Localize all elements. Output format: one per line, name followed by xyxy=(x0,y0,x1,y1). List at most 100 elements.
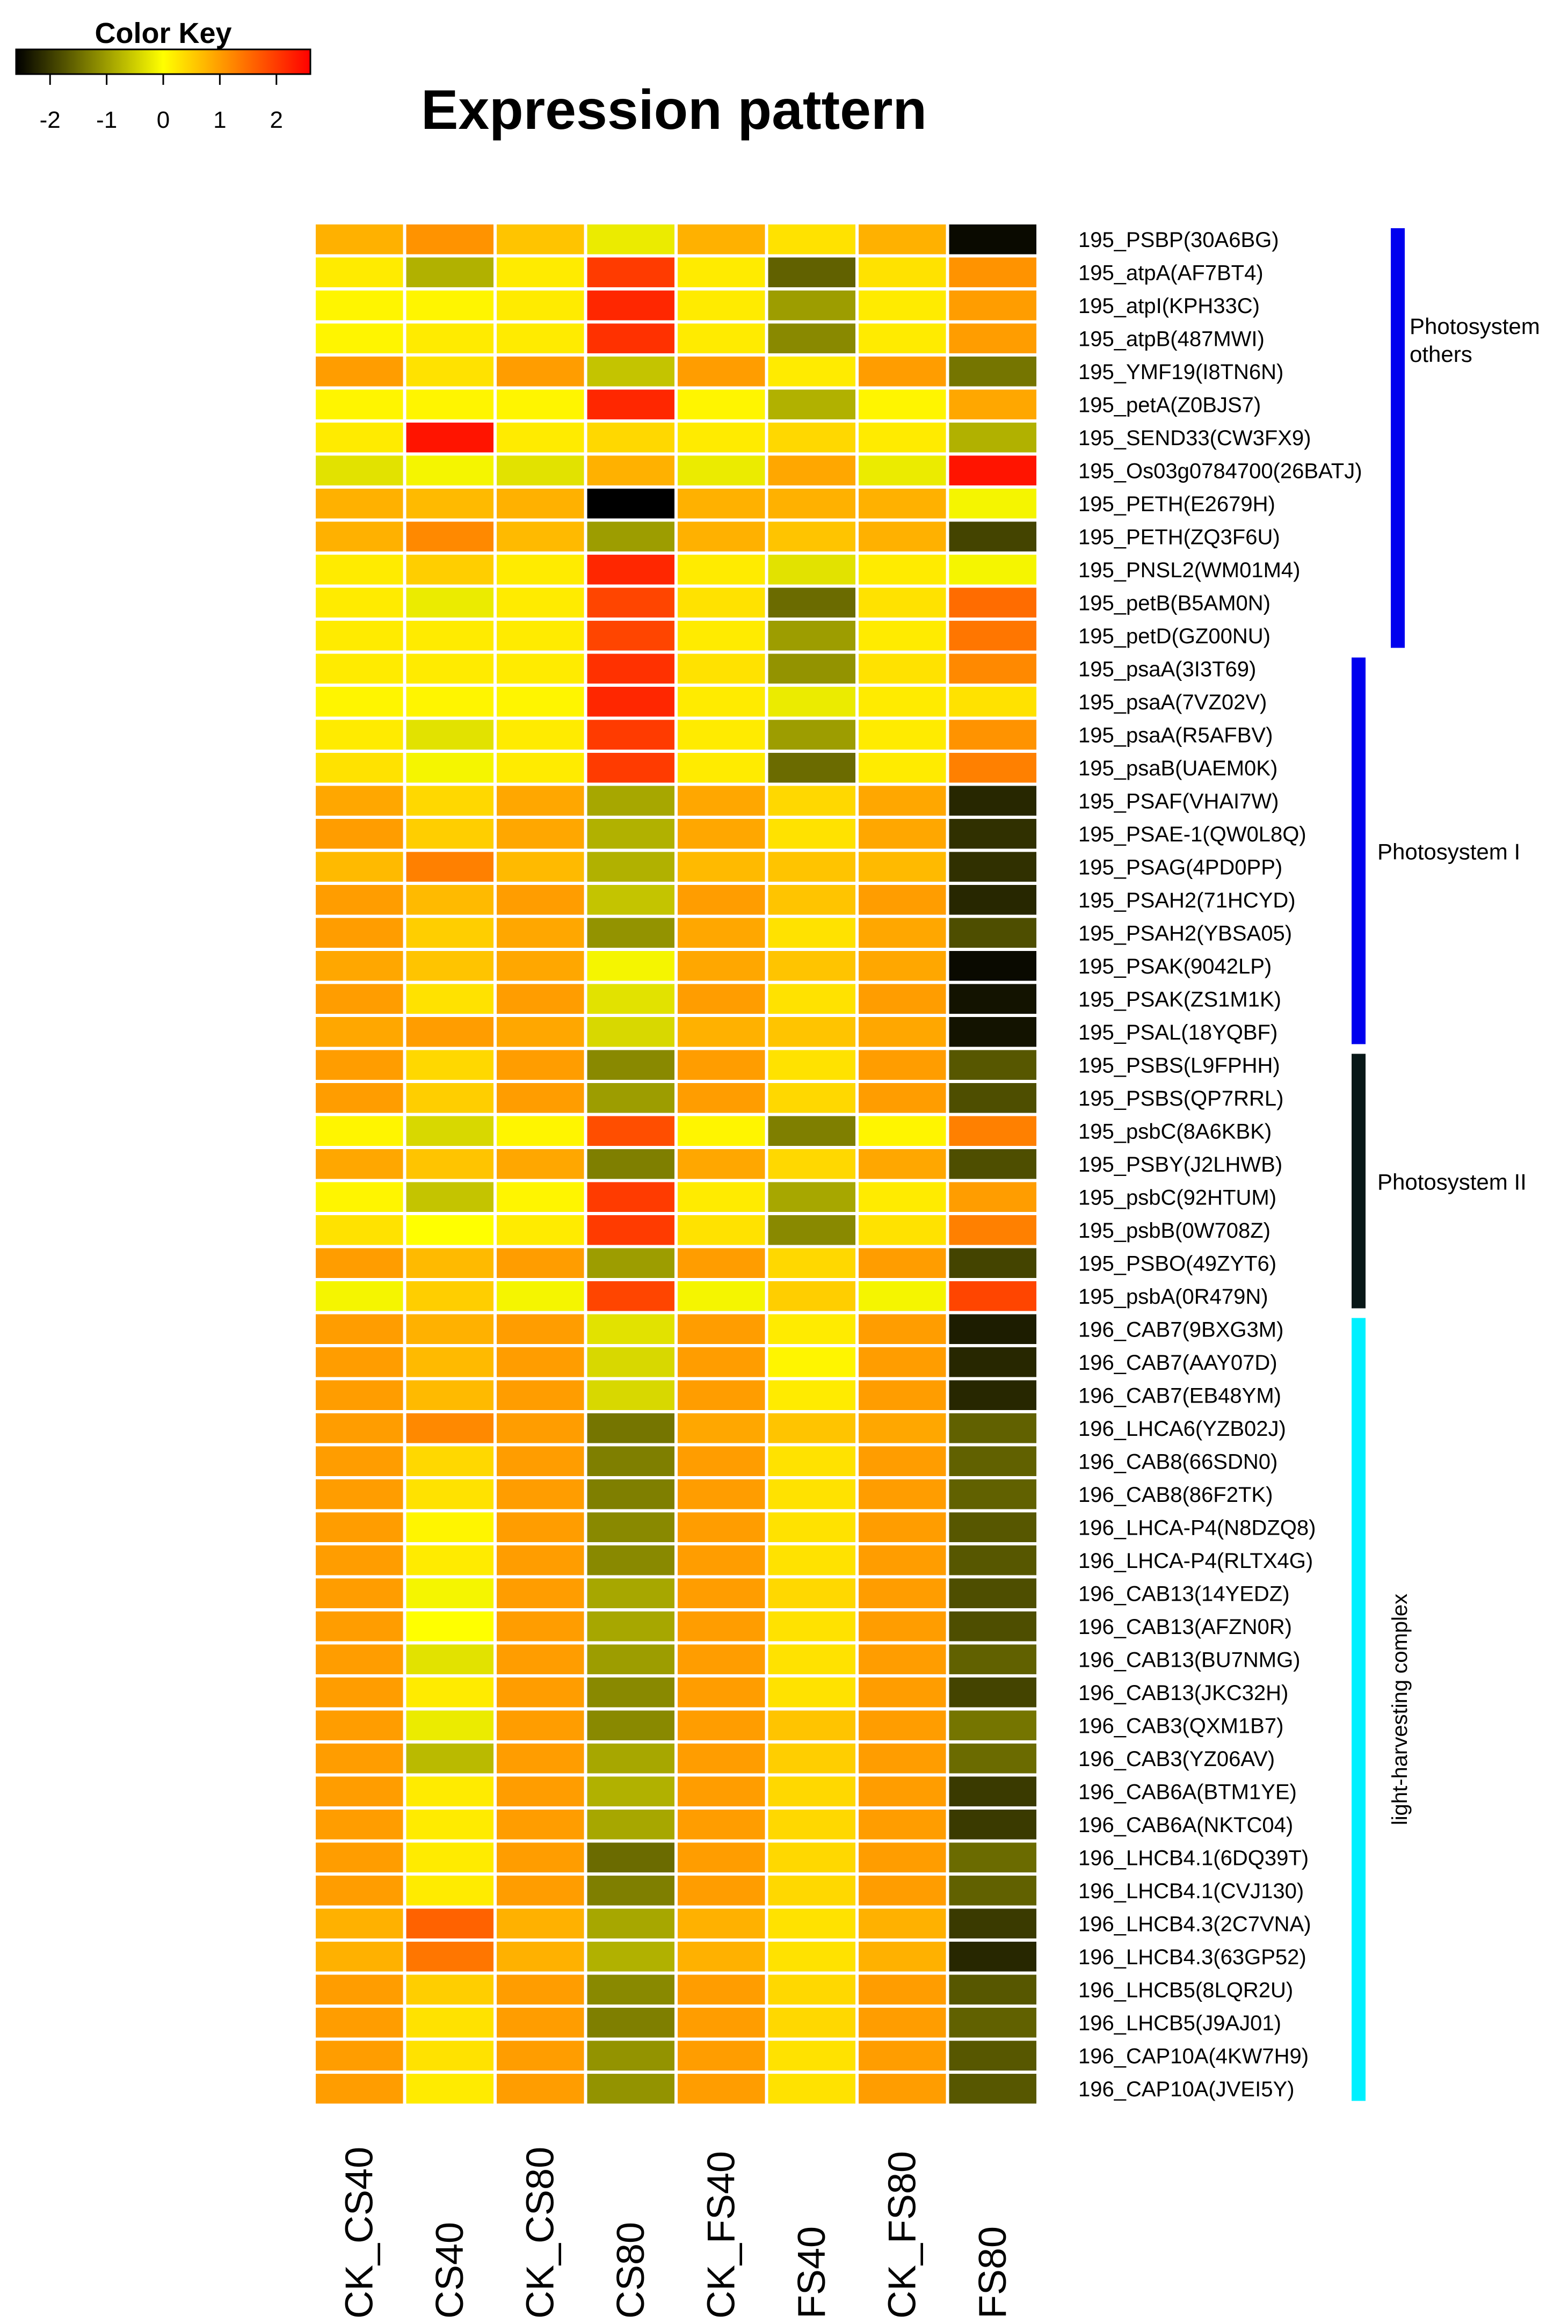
heatmap-cell xyxy=(587,1149,674,1179)
heatmap-cell xyxy=(406,2040,493,2071)
heatmap-cell xyxy=(949,786,1036,816)
heatmap-cell xyxy=(406,1380,493,1410)
heatmap-cell xyxy=(949,2008,1036,2038)
heatmap-cell xyxy=(859,984,946,1014)
heatmap-cell xyxy=(859,1974,946,2005)
row-label: 195_PSAG(4PD0PP) xyxy=(1078,855,1282,879)
row-label: 195_SEND33(CW3FX9) xyxy=(1078,426,1311,450)
heatmap-cell xyxy=(949,1810,1036,1840)
heatmap-cell xyxy=(497,1710,584,1740)
heatmap-cell xyxy=(497,555,584,585)
heatmap-cell xyxy=(678,1215,765,1245)
heatmap-cell xyxy=(768,753,855,783)
heatmap-cell xyxy=(587,1446,674,1476)
heatmap-cell xyxy=(497,323,584,353)
group-bar xyxy=(1391,228,1405,648)
heatmap-cell xyxy=(316,984,403,1014)
heatmap-cell xyxy=(859,1446,946,1476)
heatmap-cell xyxy=(316,1248,403,1278)
heatmap-cell xyxy=(949,852,1036,882)
heatmap-cell xyxy=(768,1876,855,1906)
row-label: 195_psbB(0W708Z) xyxy=(1078,1219,1271,1243)
heatmap-cell xyxy=(768,1446,855,1476)
heatmap-cell xyxy=(768,2040,855,2071)
heatmap-cell xyxy=(406,819,493,849)
heatmap-cell xyxy=(678,290,765,321)
heatmap-cell xyxy=(768,1413,855,1443)
heatmap-cell xyxy=(859,2074,946,2104)
heatmap-cell xyxy=(316,1644,403,1674)
heatmap-cell xyxy=(587,489,674,519)
heatmap-cell xyxy=(497,1512,584,1542)
heatmap-cell xyxy=(949,753,1036,783)
heatmap-cell xyxy=(497,1083,584,1113)
heatmap-cell xyxy=(497,1314,584,1344)
heatmap-cell xyxy=(406,951,493,981)
heatmap-cell xyxy=(859,489,946,519)
heatmap-cell xyxy=(316,1050,403,1080)
heatmap-cell xyxy=(949,1446,1036,1476)
heatmap-cell xyxy=(497,1413,584,1443)
heatmap-cell xyxy=(859,1017,946,1047)
heatmap-cell xyxy=(949,1314,1036,1344)
heatmap-cell xyxy=(587,455,674,485)
heatmap-cell xyxy=(406,587,493,618)
heatmap-cell xyxy=(406,1182,493,1212)
row-label: 196_CAB3(YZ06AV) xyxy=(1078,1747,1275,1771)
heatmap-cell xyxy=(949,290,1036,321)
heatmap-cell xyxy=(949,1677,1036,1708)
heatmap-cell xyxy=(768,389,855,419)
heatmap-cell xyxy=(587,555,674,585)
row-label: 196_CAB7(AAY07D) xyxy=(1078,1351,1277,1375)
heatmap-cell xyxy=(949,687,1036,717)
heatmap-cell xyxy=(587,753,674,783)
group-label: Photosystem II xyxy=(1377,1170,1527,1195)
heatmap-cell xyxy=(768,1248,855,1278)
heatmap-cell xyxy=(587,1545,674,1575)
heatmap-cell xyxy=(316,1744,403,1774)
heatmap-cell xyxy=(316,1116,403,1146)
heatmap-cell xyxy=(497,1149,584,1179)
heatmap-cell xyxy=(587,1578,674,1608)
heatmap-cell xyxy=(768,1314,855,1344)
row-label: 195_petB(B5AM0N) xyxy=(1078,591,1271,615)
heatmap-cell xyxy=(678,621,765,651)
heatmap-cell xyxy=(859,1215,946,1245)
heatmap-cell xyxy=(949,489,1036,519)
heatmap-cell xyxy=(768,1017,855,1047)
heatmap-cell xyxy=(406,389,493,419)
heatmap-cell xyxy=(949,1182,1036,1212)
column-label: FS80 xyxy=(971,2226,1014,2319)
heatmap-cell xyxy=(949,1215,1036,1245)
heatmap-cell xyxy=(587,2008,674,2038)
heatmap-cell xyxy=(316,1347,403,1377)
heatmap-cell xyxy=(316,1611,403,1642)
heatmap-cell xyxy=(678,1413,765,1443)
heatmap-cell xyxy=(859,389,946,419)
heatmap-cell xyxy=(678,1512,765,1542)
heatmap-cell xyxy=(316,1017,403,1047)
row-label: 196_CAB13(BU7NMG) xyxy=(1078,1648,1301,1672)
heatmap-cell xyxy=(768,1545,855,1575)
heatmap-cell xyxy=(949,1744,1036,1774)
heatmap-cell xyxy=(678,1942,765,1972)
heatmap-cell xyxy=(587,1677,674,1708)
row-label: 195_PSAF(VHAI7W) xyxy=(1078,789,1279,813)
heatmap-cell xyxy=(678,2040,765,2071)
heatmap-cell xyxy=(316,290,403,321)
heatmap-cell xyxy=(497,1479,584,1509)
row-label: 195_PSBY(J2LHWB) xyxy=(1078,1153,1282,1176)
heatmap-cell xyxy=(316,1908,403,1938)
group-bar xyxy=(1352,1054,1366,1309)
heatmap-cell xyxy=(949,1908,1036,1938)
heatmap-cell xyxy=(768,257,855,287)
row-label: 195_PSBS(L9FPHH) xyxy=(1078,1054,1280,1077)
heatmap-cell xyxy=(497,720,584,750)
row-label: 196_LHCA-P4(RLTX4G) xyxy=(1078,1549,1313,1573)
heatmap-cell xyxy=(949,323,1036,353)
heatmap-cell xyxy=(768,489,855,519)
group-label: Photosystem others xyxy=(1410,314,1540,367)
heatmap-cell xyxy=(406,1446,493,1476)
color-key: Color Key -2 -1 0 1 2 xyxy=(15,17,311,133)
row-label: 196_LHCA6(YZB02J) xyxy=(1078,1417,1286,1441)
